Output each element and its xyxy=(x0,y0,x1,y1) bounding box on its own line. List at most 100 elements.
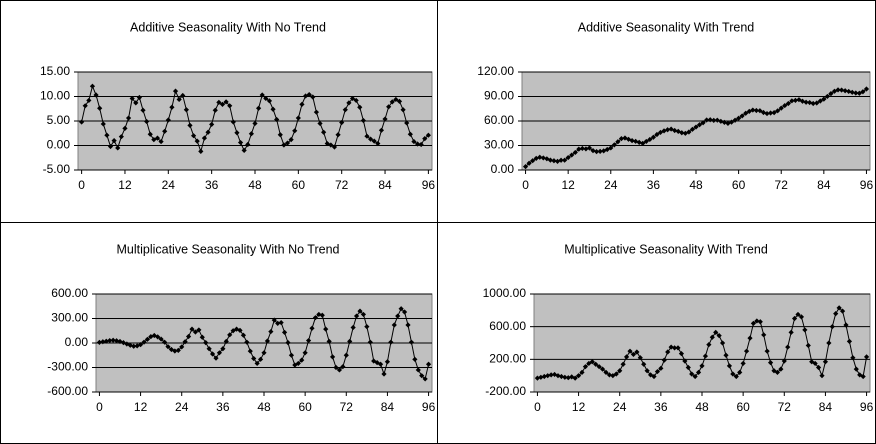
data-point xyxy=(281,329,288,335)
data-point xyxy=(248,131,254,137)
data-point xyxy=(350,324,356,331)
data-point xyxy=(117,338,123,345)
y-tick-label: 0.00 xyxy=(47,138,71,152)
data-point xyxy=(131,343,137,349)
x-tick-label: 12 xyxy=(561,178,575,192)
data-point xyxy=(268,328,274,335)
data-point xyxy=(835,87,841,93)
data-point xyxy=(216,350,223,356)
data-point xyxy=(299,101,305,107)
data-point xyxy=(812,360,818,367)
data-point xyxy=(111,138,117,144)
data-point xyxy=(693,124,699,130)
data-point xyxy=(277,132,283,138)
data-point xyxy=(562,157,568,163)
data-point xyxy=(850,355,856,361)
data-point xyxy=(333,364,339,371)
data-point xyxy=(654,131,660,138)
data-point xyxy=(100,121,106,127)
data-point xyxy=(261,350,267,356)
x-tick-label: 84 xyxy=(817,178,831,192)
data-point xyxy=(771,109,777,116)
data-point xyxy=(713,329,719,335)
data-point xyxy=(251,355,257,362)
x-tick-label: 24 xyxy=(613,400,627,414)
data-point xyxy=(728,119,735,125)
data-point xyxy=(319,312,325,318)
data-point xyxy=(393,96,399,103)
data-point xyxy=(843,322,849,328)
data-point xyxy=(183,107,189,113)
data-point xyxy=(407,131,413,137)
data-point xyxy=(522,164,529,170)
data-point xyxy=(425,132,431,138)
data-point xyxy=(829,324,835,330)
data-point xyxy=(274,116,280,123)
x-tick-label: 72 xyxy=(775,178,789,192)
data-point xyxy=(335,132,341,138)
x-tick-label: 60 xyxy=(736,400,750,414)
data-point xyxy=(205,129,211,135)
data-point xyxy=(190,133,197,139)
data-point xyxy=(842,88,848,94)
data-point xyxy=(254,360,260,367)
data-point xyxy=(803,99,809,105)
data-point xyxy=(168,346,175,353)
data-point xyxy=(129,95,135,102)
data-point xyxy=(860,373,866,380)
data-point xyxy=(651,373,657,380)
data-point xyxy=(382,116,388,122)
data-point xyxy=(194,138,200,144)
data-point xyxy=(721,119,728,125)
data-point xyxy=(288,352,295,358)
data-point xyxy=(846,88,852,95)
data-point xyxy=(849,89,855,95)
data-point xyxy=(284,140,291,146)
data-point xyxy=(412,356,418,362)
data-point xyxy=(367,339,373,345)
data-point xyxy=(349,95,356,102)
x-tick-label: 24 xyxy=(175,400,189,414)
data-point xyxy=(778,105,784,111)
data-point xyxy=(241,147,247,153)
data-point xyxy=(785,344,791,350)
data-point xyxy=(689,371,695,377)
data-point xyxy=(144,118,150,125)
data-point xyxy=(201,135,208,141)
data-point xyxy=(799,98,806,104)
data-point xyxy=(398,306,404,312)
chart-title: Multiplicative Seasonality With No Trend xyxy=(116,242,339,256)
data-point xyxy=(237,327,243,333)
x-tick-label: 72 xyxy=(778,400,792,414)
data-point xyxy=(809,359,815,365)
x-tick-label: 96 xyxy=(860,178,874,192)
data-point xyxy=(270,106,276,112)
data-point xyxy=(558,373,565,380)
data-point xyxy=(833,311,839,317)
data-point xyxy=(198,148,204,154)
data-point xyxy=(377,361,384,367)
data-point xyxy=(158,138,164,145)
data-point xyxy=(136,94,143,101)
data-point xyxy=(418,141,424,148)
data-point xyxy=(176,96,182,103)
data-point xyxy=(723,352,729,358)
data-point xyxy=(526,160,532,166)
data-point xyxy=(396,98,403,104)
data-point xyxy=(371,138,377,144)
data-point xyxy=(726,363,733,369)
data-point xyxy=(695,369,702,375)
data-point xyxy=(223,99,229,105)
x-tick-label: 12 xyxy=(134,400,148,414)
data-point xyxy=(189,326,195,332)
data-point xyxy=(281,142,287,148)
data-point xyxy=(321,129,327,135)
y-tick-label: -5.00 xyxy=(43,162,71,176)
x-tick-label: 24 xyxy=(162,178,176,192)
data-point xyxy=(154,135,161,141)
chart-title: Additive Seasonality With Trend xyxy=(578,20,755,34)
y-tick-label: 200.00 xyxy=(489,352,526,366)
data-point xyxy=(79,119,85,125)
data-point xyxy=(706,342,712,348)
data-point xyxy=(733,373,739,380)
